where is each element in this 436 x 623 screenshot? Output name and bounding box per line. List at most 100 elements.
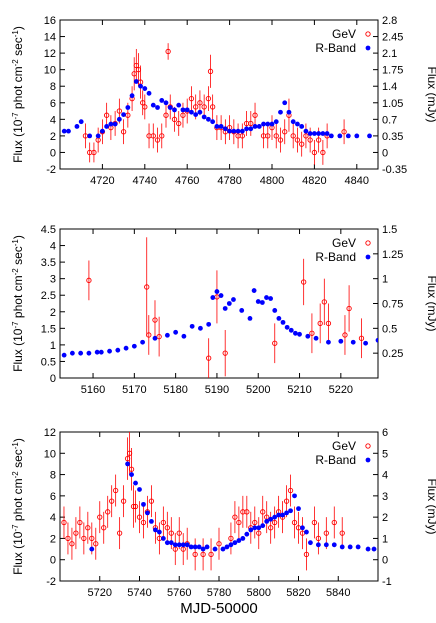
rband-point <box>280 512 285 518</box>
rband-point <box>61 352 67 358</box>
rband-point <box>184 542 190 548</box>
rband-point <box>268 516 274 522</box>
gev-point <box>154 137 161 143</box>
y-right-tick-label: 1.05 <box>382 98 403 110</box>
rband-point <box>172 107 177 113</box>
rband-point <box>61 128 67 134</box>
gev-point <box>307 137 313 143</box>
gev-point <box>120 498 127 504</box>
gev-point <box>205 95 212 102</box>
rband-point <box>100 128 105 134</box>
rband-point <box>138 83 143 89</box>
rband-point <box>280 319 286 325</box>
rband-point <box>276 316 282 321</box>
rband-point <box>125 105 131 110</box>
rband-point <box>176 102 182 108</box>
rband-point <box>316 131 322 136</box>
rband-point <box>363 340 369 346</box>
rband-point <box>273 119 279 125</box>
gev-point <box>176 530 182 536</box>
rband-point <box>116 116 122 122</box>
rband-point <box>255 299 261 304</box>
rband-point <box>252 124 258 129</box>
gev-point <box>271 519 278 526</box>
x-tick-label: 4740 <box>133 175 157 187</box>
rband-point <box>284 324 290 330</box>
rband-point <box>290 119 296 125</box>
rband-point <box>323 542 329 548</box>
rband-point <box>354 133 360 139</box>
y-right-tick-label: 1.75 <box>382 65 403 77</box>
gev-point <box>116 108 123 114</box>
rband-point <box>210 119 216 125</box>
gev-point <box>73 530 79 536</box>
y-left-tick-label: 2 <box>50 131 56 143</box>
gev-point <box>120 129 127 135</box>
rband-point <box>87 133 93 139</box>
gev-point <box>291 519 298 526</box>
rband-point <box>129 472 134 477</box>
panel-1: 4720 4740 4760 4780 4800 4820 4840 -2 0 2 4 6 8 10 12 1… <box>11 15 436 187</box>
y-right-tick-label: 0 <box>382 555 388 567</box>
gev-point <box>244 509 250 515</box>
rband-point <box>74 124 80 129</box>
gev-point <box>309 330 315 336</box>
rband-point <box>278 109 283 115</box>
rband-point <box>259 300 265 305</box>
gev-point <box>128 466 135 472</box>
x-tick-label: 5180 <box>163 384 187 396</box>
rband-point <box>167 105 173 110</box>
rband-point <box>180 542 186 548</box>
rband-point <box>269 121 275 127</box>
rband-point <box>173 329 179 335</box>
rband-point <box>251 288 257 293</box>
y-right-tick-label: 2.1 <box>382 48 397 60</box>
rband-point <box>172 542 178 548</box>
legend-label: R-Band <box>315 250 356 264</box>
rband-point <box>155 105 160 110</box>
rband-point <box>304 529 309 535</box>
gev-point <box>164 525 170 531</box>
rband-point <box>252 525 258 531</box>
rband-point <box>284 510 289 516</box>
rband-point <box>159 98 165 103</box>
rband-point <box>149 519 154 524</box>
y-left-tick-label: 12 <box>44 427 56 439</box>
gev-point <box>77 519 83 526</box>
y-left-tick-label: 2 <box>50 533 56 545</box>
rband-point <box>108 121 114 127</box>
y-left-tick-label: 0.5 <box>41 356 56 368</box>
rband-point <box>86 350 92 356</box>
gev-point <box>89 535 95 542</box>
gev-point <box>140 519 147 526</box>
rband-point <box>308 540 313 546</box>
gev-point <box>113 487 119 494</box>
gev-point <box>311 519 318 526</box>
gev-point <box>148 498 155 504</box>
gev-point <box>85 525 91 531</box>
gev-point <box>200 551 206 558</box>
rband-point <box>78 350 84 356</box>
rband-point <box>286 109 292 115</box>
rband-point <box>260 523 266 529</box>
rband-point <box>256 525 262 531</box>
rband-point <box>338 338 344 344</box>
gev-point <box>320 149 326 156</box>
data-group <box>61 432 377 571</box>
y-left-tick-label: 3 <box>50 274 56 286</box>
y-right-tick-label: 2.45 <box>382 32 403 44</box>
gev-point <box>342 332 348 338</box>
gev-point <box>236 519 242 526</box>
gev-point <box>171 116 178 122</box>
rband-point <box>198 325 203 331</box>
x-tick-label: 4780 <box>217 175 241 187</box>
gev-point <box>201 104 207 110</box>
y-right-axis-label: Flux (mJy) <box>425 479 436 535</box>
gev-point <box>156 333 162 340</box>
rband-point <box>288 327 294 333</box>
rband-point <box>236 538 242 543</box>
rband-point <box>133 480 138 486</box>
gev-point <box>239 133 245 139</box>
rband-point <box>231 297 236 302</box>
